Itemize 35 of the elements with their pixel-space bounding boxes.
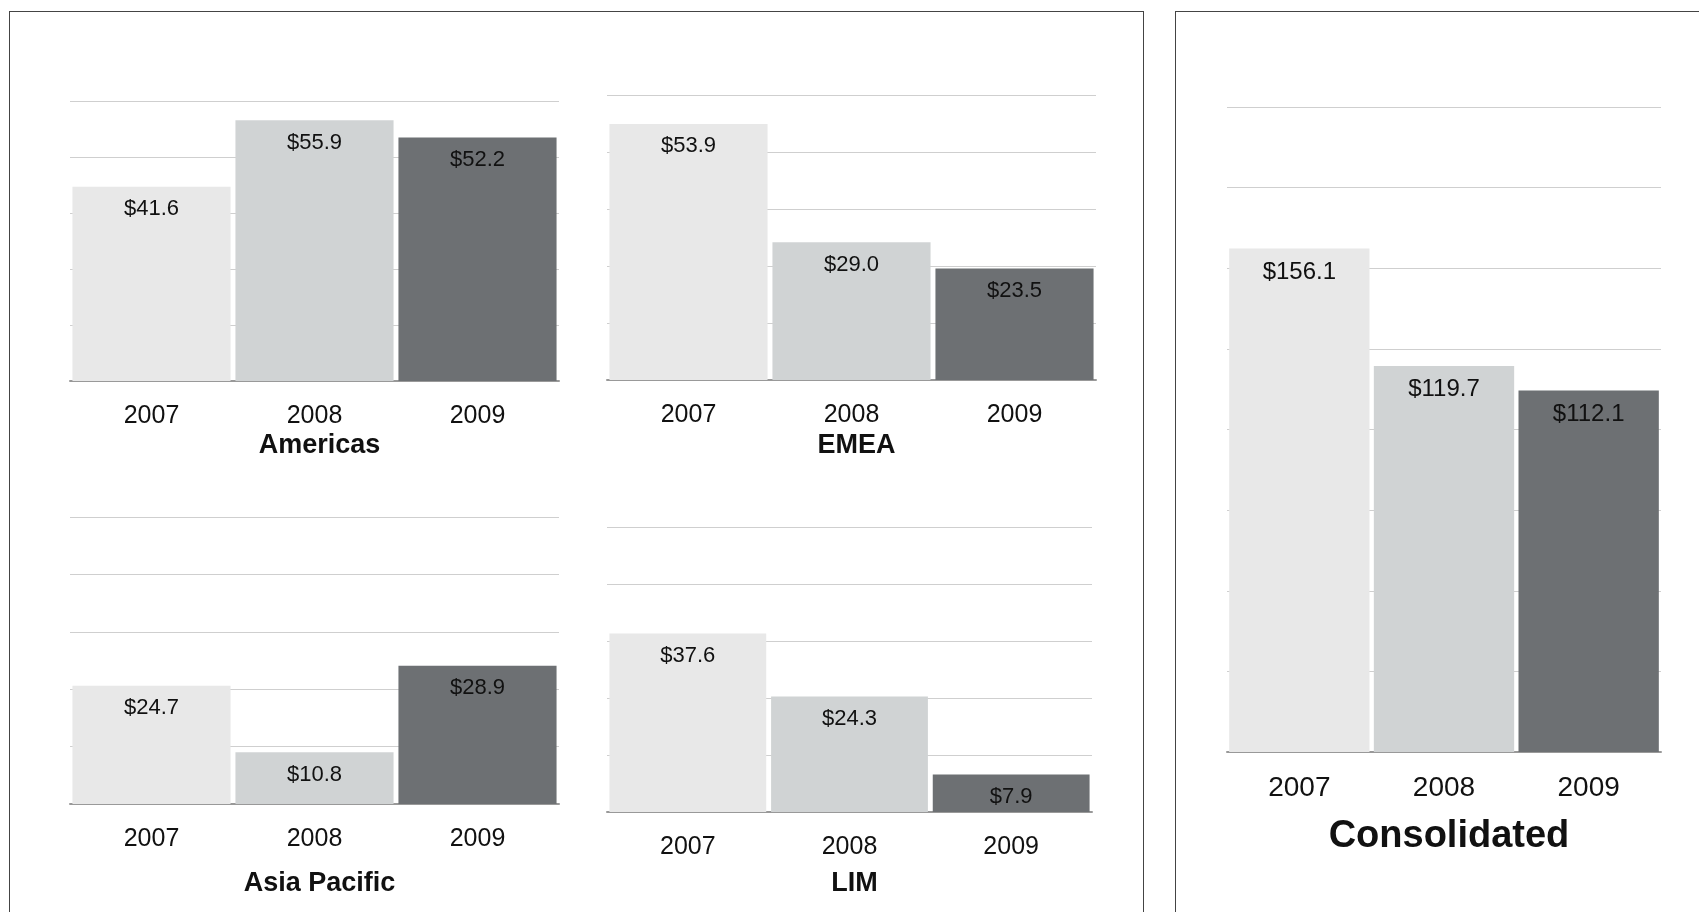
data-label: $24.3 <box>821 705 878 731</box>
x-tick-label: 2008 <box>821 830 878 859</box>
x-tick-label: 2009 <box>449 399 506 428</box>
data-label: $24.7 <box>123 694 180 720</box>
text: EMEA <box>817 428 896 459</box>
data-label: $37.6 <box>660 641 716 667</box>
data-label: $156.1 <box>1262 257 1337 285</box>
data-label: $52.2 <box>449 145 506 171</box>
text: LIM <box>831 866 878 897</box>
data-label: $10.8 <box>286 760 343 786</box>
text: Consolidated <box>1328 813 1570 855</box>
x-tick-label: 2007 <box>123 822 180 851</box>
x-tick-label: 2007 <box>660 398 717 427</box>
x-tick-label: 2008 <box>823 398 880 427</box>
data-label: $28.9 <box>449 674 506 700</box>
x-tick-label: 2009 <box>986 398 1043 427</box>
data-label: $55.9 <box>286 128 343 154</box>
x-tick-label: 2009 <box>449 822 506 851</box>
x-tick-label: 2008 <box>1412 770 1476 802</box>
data-label: $29.0 <box>823 250 880 276</box>
x-tick-label: 2007 <box>660 830 716 859</box>
text: Asia Pacific <box>243 866 396 897</box>
x-tick-label: 2009 <box>1557 770 1620 802</box>
x-tick-label: 2007 <box>123 399 180 428</box>
x-tick-label: 2008 <box>286 399 343 428</box>
data-label: $41.6 <box>123 195 180 221</box>
x-tick-label: 2007 <box>1268 770 1331 802</box>
x-tick-label: 2008 <box>286 822 343 851</box>
x-tick-label: 2009 <box>983 830 1039 859</box>
text: Americas <box>258 428 381 459</box>
data-label: $23.5 <box>986 276 1043 302</box>
data-label: $7.9 <box>989 782 1033 808</box>
data-label: $53.9 <box>660 132 717 158</box>
data-label: $119.7 <box>1408 374 1480 402</box>
data-label: $112.1 <box>1552 398 1625 426</box>
